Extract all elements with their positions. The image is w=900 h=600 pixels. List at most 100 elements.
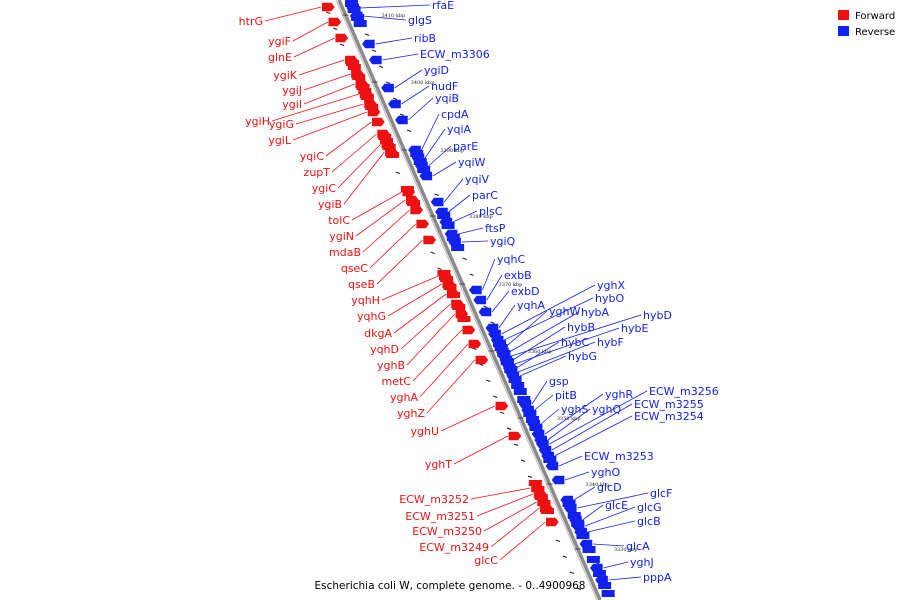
gene-connector-hybc <box>516 341 560 369</box>
gene-feature-ygif <box>328 17 342 27</box>
track-dash <box>569 571 575 575</box>
gene-connector-pppa <box>608 576 642 581</box>
gene-connector-yghx <box>501 284 596 335</box>
gene-connector-hybo <box>503 297 594 341</box>
gene-connector-glne <box>293 37 335 58</box>
gene-connector-ygid <box>394 69 423 89</box>
scale-tick-label: 3360 kbp <box>528 349 552 355</box>
gene-block <box>494 344 508 351</box>
gene-block <box>537 500 551 506</box>
track-dash <box>392 97 398 101</box>
gene-label-yqha: yqhA <box>517 299 545 312</box>
gene-label-yghb: yghB <box>377 359 405 372</box>
gene-connector-ecw_m3252 <box>470 487 531 500</box>
track-dash <box>378 65 384 69</box>
gene-connector-metc <box>412 329 463 382</box>
gene-block <box>562 500 576 507</box>
gene-connector-qseb <box>376 239 423 285</box>
gene-label-ribb: ribB <box>414 32 436 45</box>
gene-block <box>517 396 531 403</box>
gene-block <box>576 532 590 539</box>
gene-label-glcc: glcC <box>474 554 498 567</box>
track-dash <box>500 411 505 415</box>
gene-block <box>451 244 465 251</box>
gene-connector-yghu <box>440 405 496 432</box>
gene-label-glca: glcA <box>626 540 650 553</box>
gene-connector-yghz <box>426 359 476 414</box>
gene-connector-ecw_m3253 <box>558 455 583 467</box>
gene-connector-ygho <box>564 471 590 481</box>
gene-connector-ecw_m3249 <box>490 507 540 548</box>
gene-label-dkga: dkgA <box>364 327 392 340</box>
gene-label-ygha: yghA <box>390 391 418 404</box>
gene-label-ftsp: ftsP <box>485 222 506 235</box>
gene-label-yqiw: yqiW <box>458 156 486 169</box>
gene-label-nudf: nudF <box>431 80 458 93</box>
gene-block <box>352 74 366 80</box>
gene-label-zupt: zupT <box>304 166 331 179</box>
gene-label-glce: glcE <box>605 499 628 512</box>
gene-label-qsec: qseC <box>341 262 368 275</box>
gene-feature-mdab <box>410 205 423 215</box>
gene-label-glgs: glgS <box>408 14 432 27</box>
gene-connector-ygin <box>355 199 406 237</box>
gene-label-yqia: yqiA <box>447 123 472 136</box>
gene-label-hybd: hybD <box>643 309 672 322</box>
gene-connector-yqha <box>498 304 516 329</box>
track-dash <box>371 49 377 53</box>
gene-block <box>582 546 596 553</box>
gene-connector-glgs <box>363 15 407 21</box>
track-dash <box>469 273 474 277</box>
gene-connector-exbb <box>486 274 503 301</box>
track-dash <box>395 171 401 175</box>
gene-label-ygin: ygiN <box>329 230 354 243</box>
legend-forward-swatch <box>838 10 849 20</box>
gene-feature-ecw_m3306 <box>368 55 382 65</box>
gene-connector-glcb <box>587 520 636 533</box>
gene-connector-glcf <box>577 492 649 509</box>
gene-label-gsp: gsp <box>549 375 569 388</box>
legend-reverse-label: Reverse <box>855 27 895 38</box>
gene-label-hybg: hybG <box>568 350 597 363</box>
track-dash <box>506 427 512 431</box>
gene-feature-yghu <box>495 401 509 411</box>
gene-block <box>447 292 461 298</box>
gene-connector-yghq <box>547 408 591 441</box>
gene-block <box>586 556 600 563</box>
gene-label-yqic: yqiC <box>300 150 325 163</box>
track-dash <box>555 539 561 543</box>
gene-block <box>497 350 511 357</box>
gene-feature-yghz <box>475 355 489 365</box>
gene-connector-pitb <box>534 394 554 411</box>
gene-block <box>543 456 557 463</box>
gene-connector-ygha <box>419 343 469 398</box>
gene-connector-ygij <box>303 73 351 91</box>
gene-label-metc: metC <box>382 375 412 388</box>
track-dash <box>483 305 488 309</box>
gene-block <box>407 200 420 206</box>
gene-block <box>380 138 394 144</box>
gene-block <box>358 88 372 94</box>
scale-tick-label: 3370 kbp <box>499 282 523 288</box>
gene-feature-metc <box>462 325 476 335</box>
gene-feature-ribb <box>362 39 375 49</box>
gene-label-pppa: pppA <box>643 571 672 584</box>
gene-label-parc: parC <box>472 189 498 202</box>
track-dash <box>339 43 345 47</box>
gene-label-ygik: ygiK <box>273 69 298 82</box>
gene-connector-hyba <box>509 311 580 353</box>
gene-block <box>346 60 360 66</box>
gene-feature-yght <box>508 431 522 441</box>
gene-block <box>365 104 379 110</box>
gene-label-ecw_m3252: ECW_m3252 <box>399 493 469 506</box>
gene-connector-dkga <box>393 293 447 334</box>
gene-connector-yqib <box>408 97 434 121</box>
gene-feature-yqiw <box>419 171 433 181</box>
gene-label-ecw_m3306: ECW_m3306 <box>420 48 490 61</box>
gene-features <box>322 0 615 597</box>
gene-label-mdab: mdaB <box>329 246 361 259</box>
gene-label-pitb: pitB <box>555 389 577 402</box>
track-dash <box>493 395 498 399</box>
gene-block <box>345 0 358 7</box>
gene-connector-yqia <box>424 128 446 159</box>
